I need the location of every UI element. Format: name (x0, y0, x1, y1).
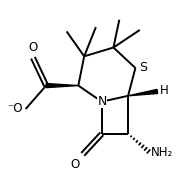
Text: H: H (160, 84, 169, 97)
Text: NH₂: NH₂ (151, 145, 173, 159)
Text: S: S (139, 61, 147, 74)
Text: N: N (97, 95, 107, 108)
Text: O: O (70, 158, 79, 171)
Polygon shape (128, 89, 158, 96)
Text: ⁻O: ⁻O (7, 102, 23, 115)
Text: O: O (28, 41, 38, 54)
Polygon shape (46, 84, 78, 88)
